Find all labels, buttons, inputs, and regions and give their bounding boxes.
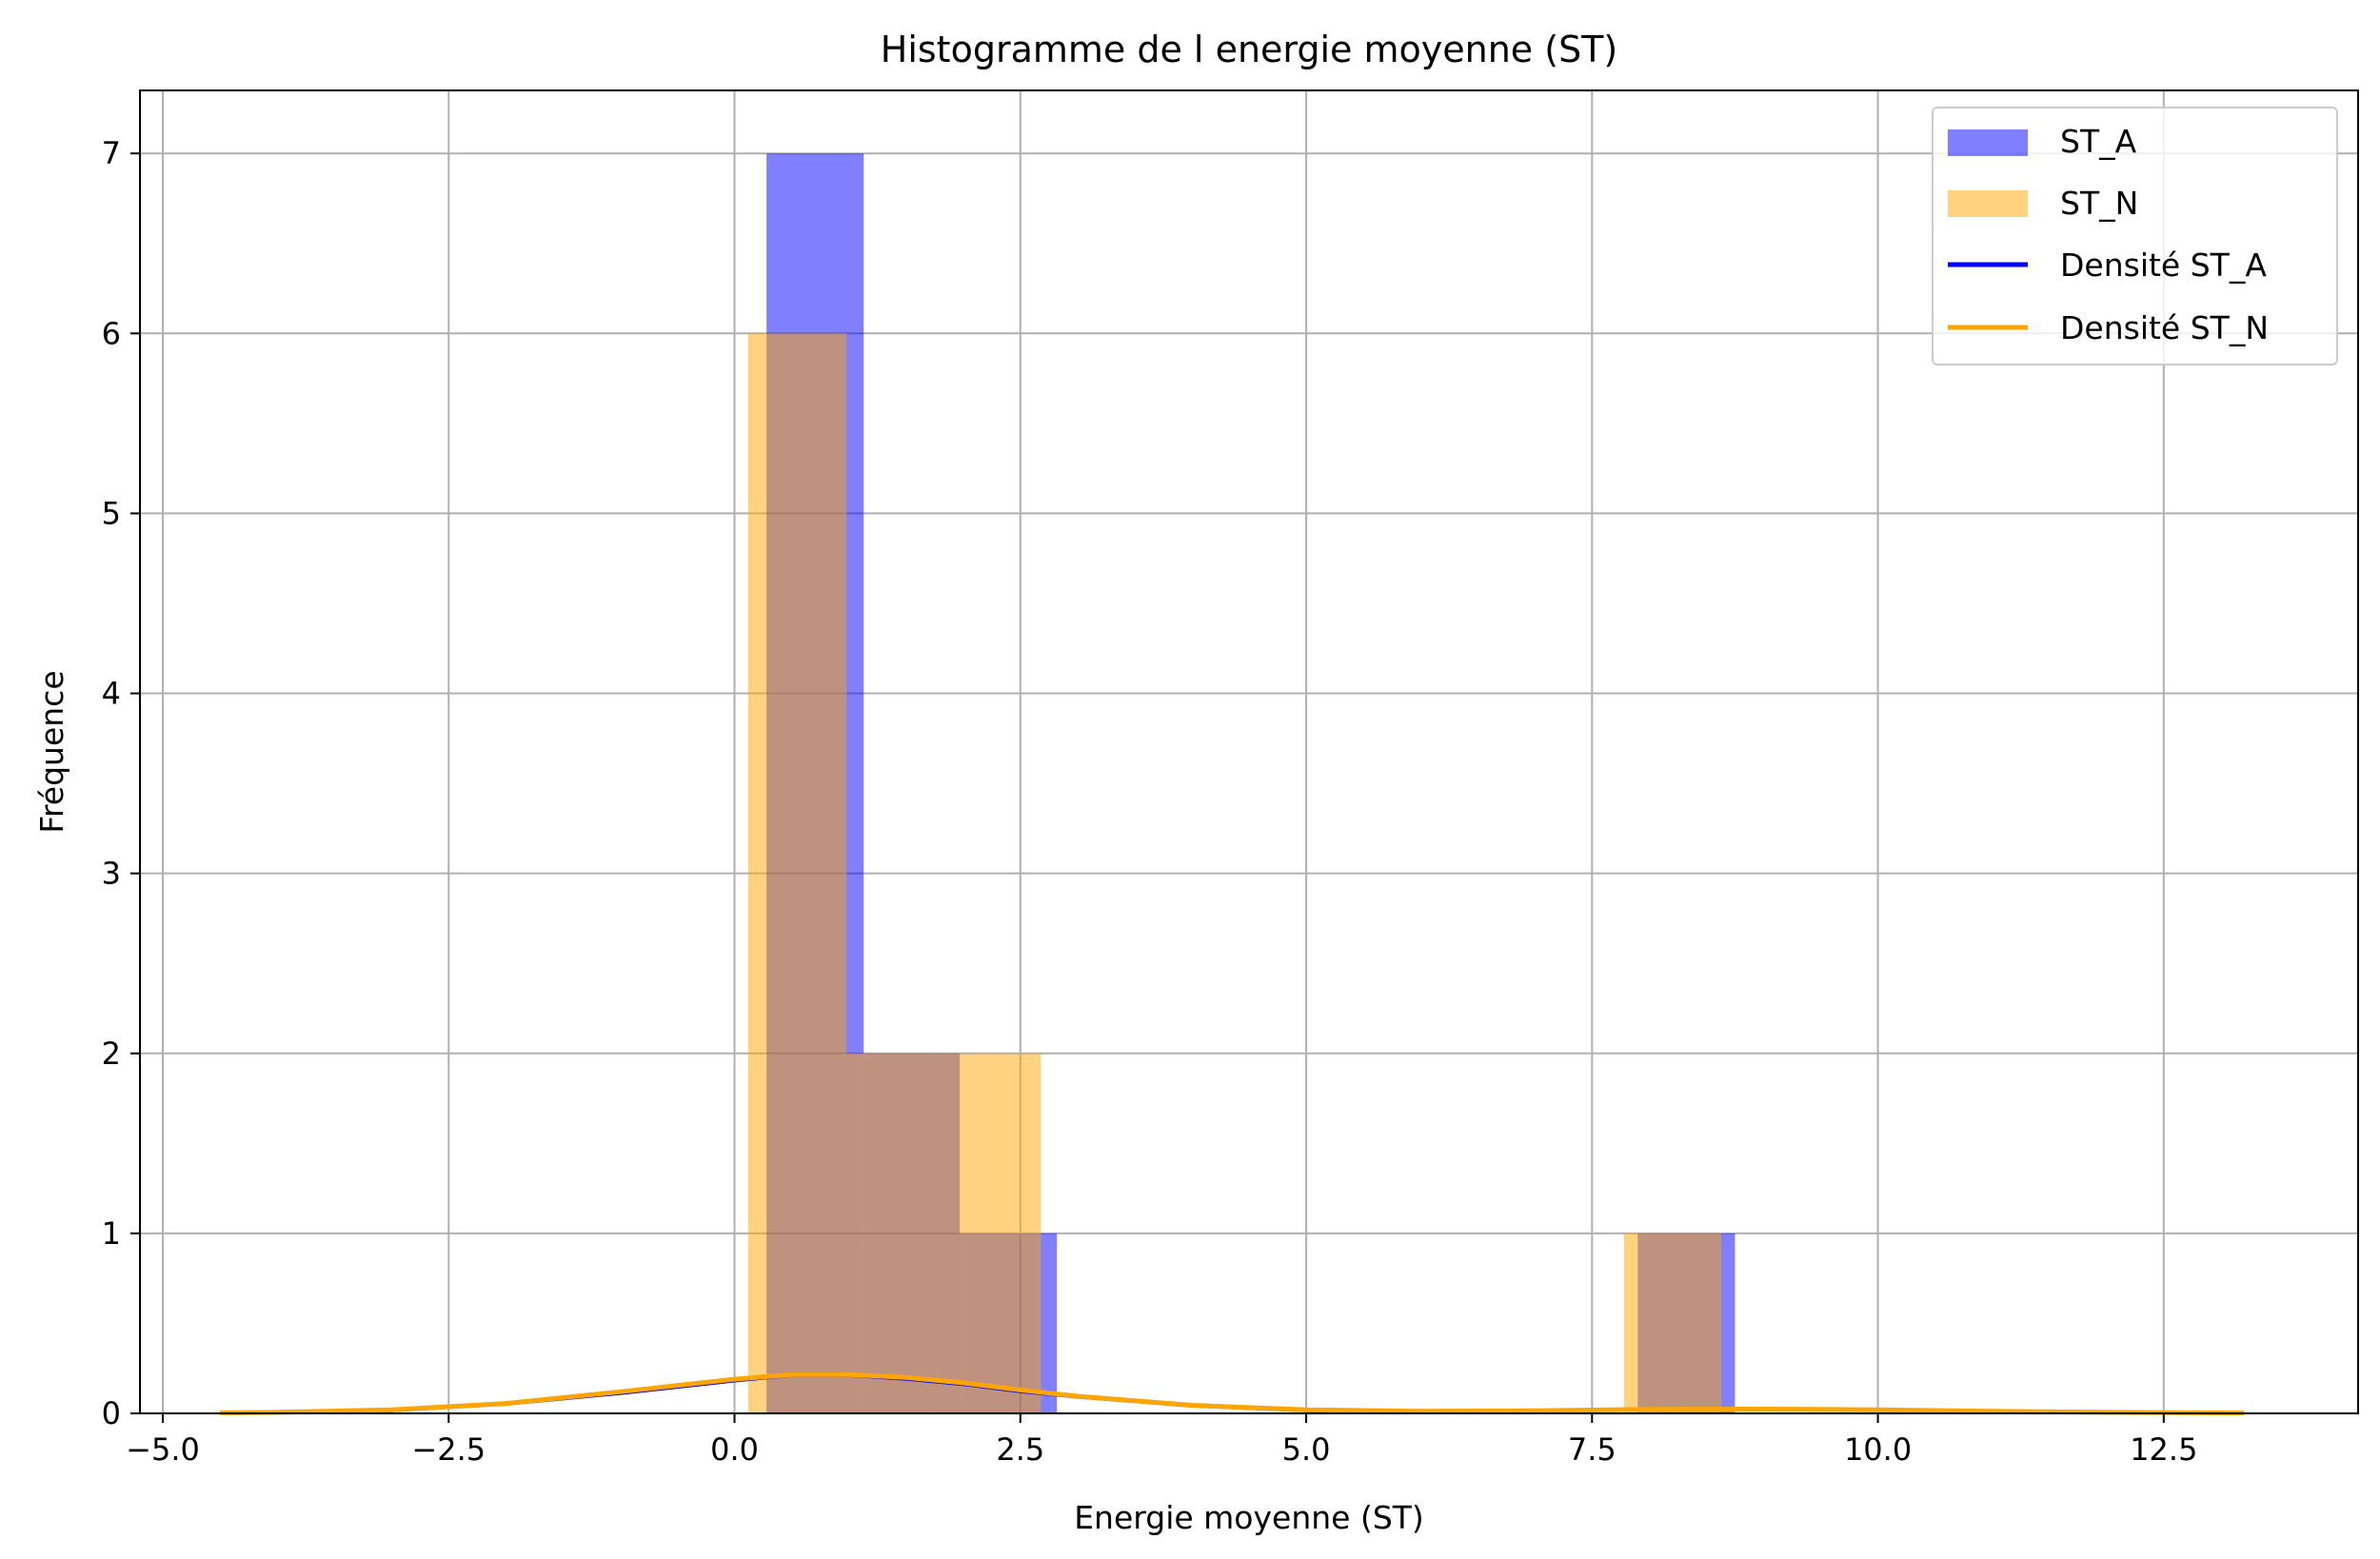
bar-st-n-0 <box>747 333 847 1413</box>
y-tick-label-4: 4 <box>102 676 121 712</box>
chart-title: Histogramme de l energie moyenne (ST) <box>881 29 1618 70</box>
legend-label-st-a: ST_A <box>2060 123 2137 160</box>
y-tick-label-3: 3 <box>102 856 121 892</box>
x-tick-label-0: −5.0 <box>126 1431 200 1468</box>
x-tick-label-4: 5.0 <box>1282 1431 1331 1468</box>
bar-st-n-2 <box>943 1053 1041 1413</box>
y-tick-label-1: 1 <box>102 1215 121 1252</box>
plot-frame <box>139 89 2359 1414</box>
y-tick-label-0: 0 <box>102 1395 121 1431</box>
x-tick-label-2: 0.0 <box>710 1431 759 1468</box>
x-tick-label-1: −2.5 <box>411 1431 486 1468</box>
bar-st-n-3 <box>1623 1233 1722 1413</box>
x-tick-label-7: 12.5 <box>2130 1431 2197 1468</box>
x-axis-label: Energie moyenne (ST) <box>1074 1499 1424 1536</box>
y-tick-label-2: 2 <box>102 1036 121 1072</box>
x-tick-label-5: 7.5 <box>1568 1431 1616 1468</box>
bar-st-n-1 <box>846 1053 944 1413</box>
y-tick-label-6: 6 <box>102 315 121 351</box>
x-tick-label-3: 2.5 <box>996 1431 1044 1468</box>
density-curves <box>220 1372 2244 1416</box>
legend-frame <box>1932 107 2338 365</box>
y-tick-label-7: 7 <box>102 135 121 171</box>
legend-label-st-n: ST_N <box>2060 185 2138 222</box>
legend: ST_A ST_N Densité ST_A Densité ST_N <box>1932 107 2338 365</box>
x-tick-label-6: 10.0 <box>1844 1431 1912 1468</box>
density-line-densite-st-n <box>220 1372 2244 1416</box>
legend-swatch-st-a <box>1948 129 2028 156</box>
histogram-bars <box>747 153 1735 1414</box>
y-axis-label: Fréquence <box>33 670 70 833</box>
x-axis-ticks: −5.0 −2.5 0.0 2.5 5.0 7.5 10.0 12.5 <box>126 1413 2197 1468</box>
legend-label-densite-st-a: Densité ST_A <box>2060 247 2267 284</box>
legend-swatch-st-n <box>1948 190 2028 217</box>
legend-label-densite-st-n: Densité ST_N <box>2060 309 2269 346</box>
y-axis-ticks: 0 1 2 3 4 5 6 7 <box>102 135 140 1431</box>
y-tick-label-5: 5 <box>102 495 121 531</box>
